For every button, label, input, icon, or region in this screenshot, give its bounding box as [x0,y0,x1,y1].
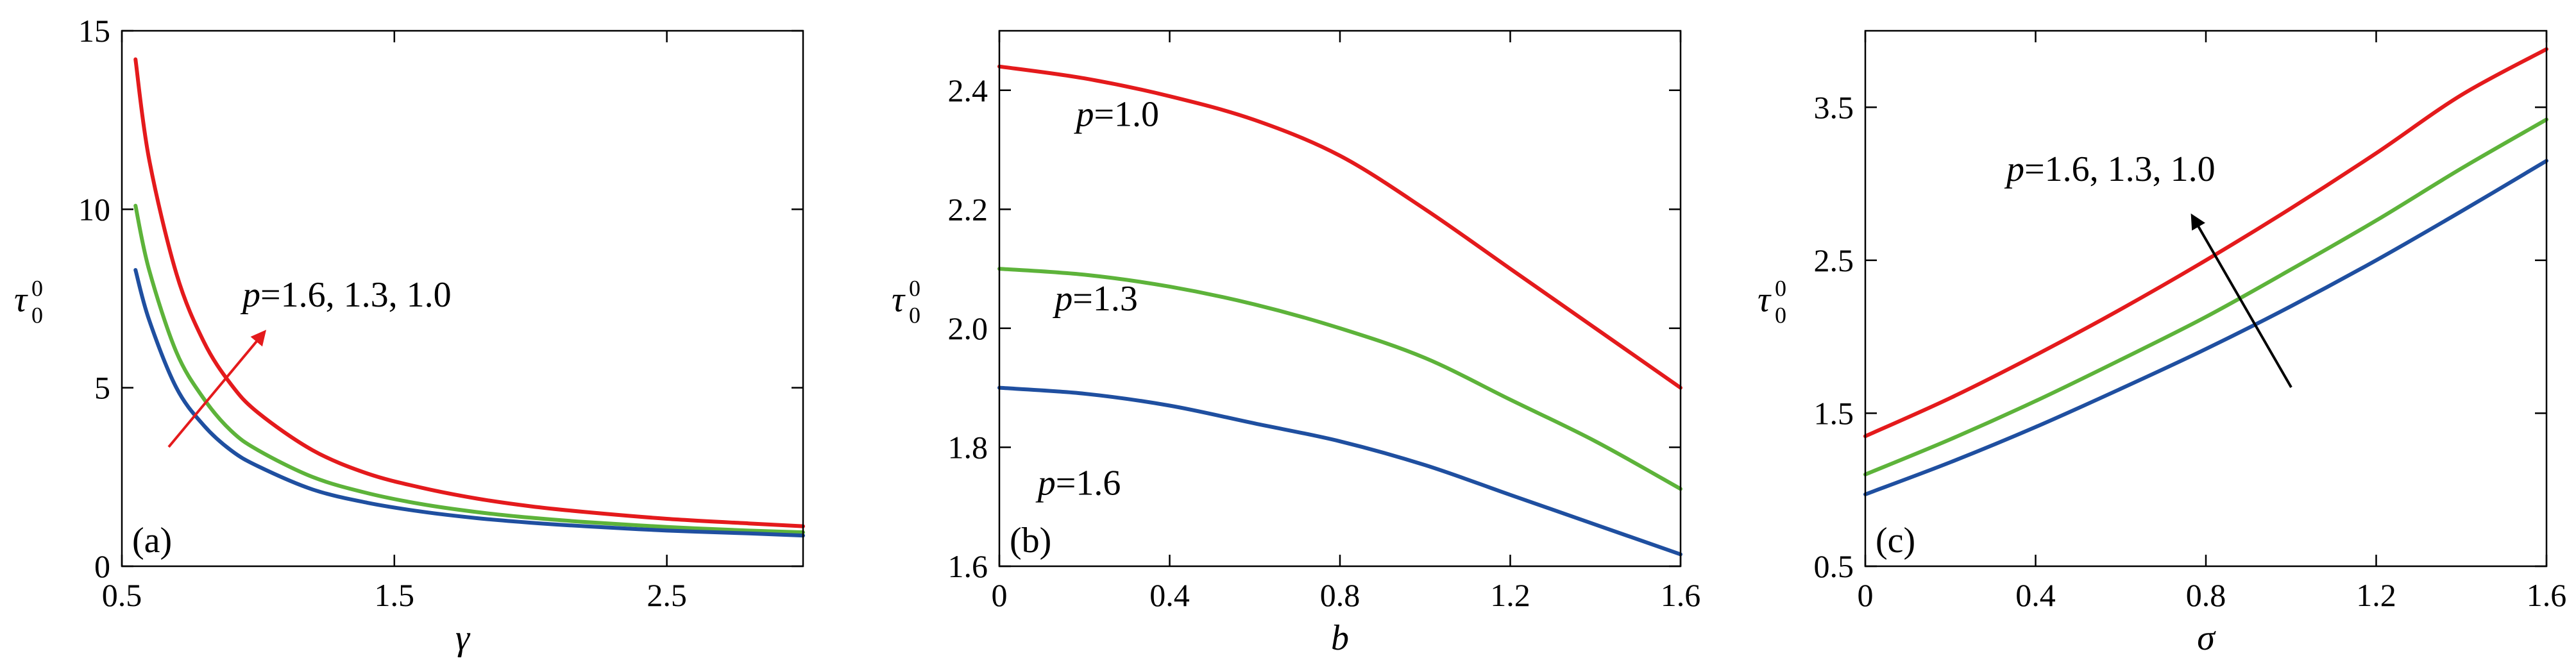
x-tick-label: 0 [992,577,1008,613]
y-axis-label: τ [1758,280,1772,320]
x-tick-label: 1.2 [1490,577,1530,613]
y-axis-label-sup: 0 [909,276,920,301]
x-tick-label: 0.8 [1320,577,1360,613]
x-tick-label: 2.5 [647,577,687,613]
series-p1-6-line [997,385,1682,557]
y-axis-label-sub: 0 [909,303,920,328]
x-tick-label: 1.6 [2527,577,2567,613]
x-tick-label: 0.4 [1149,577,1190,613]
x-axis-label: σ [2197,618,2216,658]
y-tick-label: 0.5 [1814,548,1854,584]
y-tick-label: 1.8 [948,429,988,465]
plot-frame [1864,29,2548,568]
series-p1-3-line [1863,117,2548,476]
annotation-text: p=1.6, 1.3, 1.0 [240,275,452,315]
series-p1-0-line [1863,47,2548,439]
y-tick-label: 2.0 [948,310,988,346]
panel-label: (b) [1010,521,1051,560]
y-tick-label: 2.5 [1814,242,1854,278]
annotation-arrow [167,330,267,448]
series-p1-3-line [997,267,1682,491]
y-tick-label: 0 [94,548,110,584]
y-tick-label: 3.5 [1814,89,1854,125]
series-p1-3-line [133,203,805,535]
y-axis-label-sub: 0 [1775,303,1786,328]
y-axis-label-sup: 0 [1775,276,1786,301]
plot-frame [121,29,804,568]
x-tick-label: 1.6 [1661,577,1701,613]
x-tick-label: 0.5 [102,577,142,613]
panel-b: 0 0.4 0.8 1.2 1.61.61.82.02.22.4bτ 00(b)p=1.0… [892,29,1701,658]
series-p1-0-line [997,64,1682,390]
x-tick-label: 0.8 [2186,577,2226,613]
series-label-p1-6: p=1.6 [1035,464,1121,503]
series-p1-6-line [1863,158,2548,496]
y-tick-label: 5 [94,370,110,406]
x-axis-label: b [1331,618,1349,658]
y-tick-label: 15 [78,13,110,49]
annotation-text: p=1.6, 1.3, 1.0 [2004,149,2216,189]
y-axis-label-sup: 0 [31,276,43,301]
y-axis-label-sub: 0 [31,303,43,328]
x-tick-label: 1.5 [375,577,415,613]
panel-c: 0 0.4 0.8 1.2 1.60.51.52.53.5στ 00(c)p=1.6, 1… [1758,29,2567,658]
y-tick-label: 1.6 [948,548,988,584]
series-p1-0-line [133,57,805,528]
x-tick-label: 1.2 [2356,577,2396,613]
y-axis-label: τ [14,280,28,320]
x-tick-label: 0.4 [2015,577,2056,613]
annotation-arrow [2190,213,2292,388]
panel-label: (a) [132,521,172,560]
y-tick-label: 10 [78,191,110,227]
x-tick-label: 0 [1858,577,1874,613]
y-axis-label: τ [892,280,906,320]
series-p1-6-line [133,267,805,538]
series-label-p1-0: p=1.0 [1073,94,1159,134]
y-tick-label: 2.4 [948,72,988,108]
y-tick-label: 1.5 [1814,395,1854,431]
x-axis-label: γ [455,618,471,658]
panel-label: (c) [1876,521,1915,560]
y-tick-label: 2.2 [948,191,988,227]
series-label-p1-3: p=1.3 [1052,279,1138,319]
